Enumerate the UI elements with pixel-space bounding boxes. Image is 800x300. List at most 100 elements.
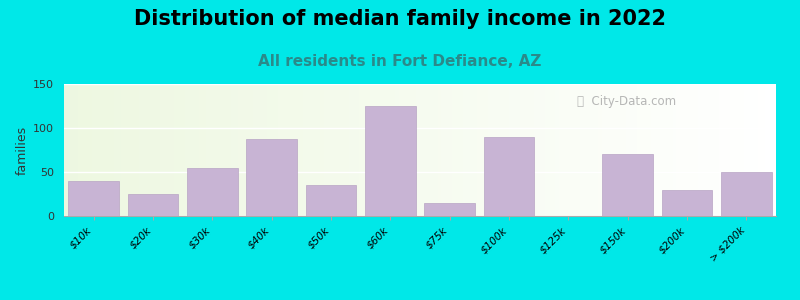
Bar xyxy=(352,84,356,216)
Bar xyxy=(545,84,548,216)
Bar xyxy=(138,84,142,216)
Bar xyxy=(498,84,502,216)
Bar xyxy=(378,84,381,216)
Bar xyxy=(634,84,637,216)
Bar xyxy=(349,84,352,216)
Bar xyxy=(346,84,349,216)
Bar xyxy=(146,84,150,216)
Bar xyxy=(438,84,442,216)
Bar xyxy=(762,84,766,216)
Bar xyxy=(722,84,726,216)
Bar xyxy=(302,84,306,216)
Bar xyxy=(683,84,687,216)
Bar xyxy=(769,84,773,216)
Bar xyxy=(587,84,591,216)
Bar xyxy=(342,84,346,216)
Bar xyxy=(263,84,267,216)
Bar xyxy=(242,84,246,216)
Bar xyxy=(630,84,634,216)
Bar xyxy=(655,84,658,216)
Bar xyxy=(295,84,299,216)
Bar xyxy=(199,84,203,216)
Bar xyxy=(425,203,475,216)
Bar xyxy=(299,84,302,216)
Bar xyxy=(594,84,598,216)
Bar xyxy=(494,84,498,216)
Bar xyxy=(310,84,314,216)
Bar xyxy=(751,84,754,216)
Bar xyxy=(359,84,363,216)
Bar xyxy=(566,84,570,216)
Bar xyxy=(270,84,274,216)
Bar xyxy=(128,84,132,216)
Bar xyxy=(170,84,174,216)
Bar xyxy=(687,84,690,216)
Bar xyxy=(712,84,715,216)
Bar xyxy=(260,84,263,216)
Bar xyxy=(398,84,402,216)
Bar xyxy=(292,84,295,216)
Bar xyxy=(602,84,605,216)
Bar xyxy=(715,84,719,216)
Bar xyxy=(459,84,462,216)
Bar xyxy=(324,84,327,216)
Bar xyxy=(285,84,288,216)
Bar xyxy=(331,84,334,216)
Bar xyxy=(288,84,292,216)
Bar xyxy=(182,84,185,216)
Bar xyxy=(78,84,82,216)
Bar xyxy=(82,84,86,216)
Bar xyxy=(609,84,612,216)
Bar xyxy=(221,84,224,216)
Bar xyxy=(730,84,734,216)
Bar xyxy=(231,84,235,216)
Bar xyxy=(93,84,96,216)
Bar xyxy=(747,84,751,216)
Bar xyxy=(462,84,466,216)
Bar xyxy=(185,84,189,216)
Bar xyxy=(491,84,494,216)
Bar xyxy=(555,84,559,216)
Bar xyxy=(128,194,178,216)
Bar xyxy=(516,84,520,216)
Bar xyxy=(317,84,320,216)
Bar xyxy=(502,84,506,216)
Bar xyxy=(430,84,434,216)
Bar xyxy=(570,84,573,216)
Bar xyxy=(526,84,530,216)
Bar xyxy=(442,84,445,216)
Bar xyxy=(773,84,776,216)
Bar xyxy=(488,84,491,216)
Bar xyxy=(320,84,324,216)
Bar xyxy=(676,84,680,216)
Bar xyxy=(164,84,167,216)
Bar xyxy=(249,84,253,216)
Bar xyxy=(142,84,146,216)
Bar xyxy=(103,84,106,216)
Bar xyxy=(253,84,256,216)
Bar xyxy=(523,84,527,216)
Bar xyxy=(449,84,452,216)
Bar xyxy=(167,84,170,216)
Bar xyxy=(256,84,260,216)
Bar xyxy=(669,84,673,216)
Bar xyxy=(381,84,384,216)
Bar xyxy=(484,84,488,216)
Bar xyxy=(737,84,740,216)
Bar xyxy=(238,84,242,216)
Bar xyxy=(641,84,644,216)
Bar xyxy=(278,84,281,216)
Bar xyxy=(662,84,666,216)
Bar xyxy=(534,84,538,216)
Bar xyxy=(470,84,474,216)
Bar xyxy=(698,84,702,216)
Bar xyxy=(99,84,103,216)
Bar xyxy=(726,84,730,216)
Bar xyxy=(690,84,694,216)
Bar xyxy=(577,84,580,216)
Bar xyxy=(206,84,210,216)
Bar xyxy=(648,84,651,216)
Bar xyxy=(484,137,534,216)
Bar xyxy=(121,84,125,216)
Y-axis label: families: families xyxy=(16,125,29,175)
